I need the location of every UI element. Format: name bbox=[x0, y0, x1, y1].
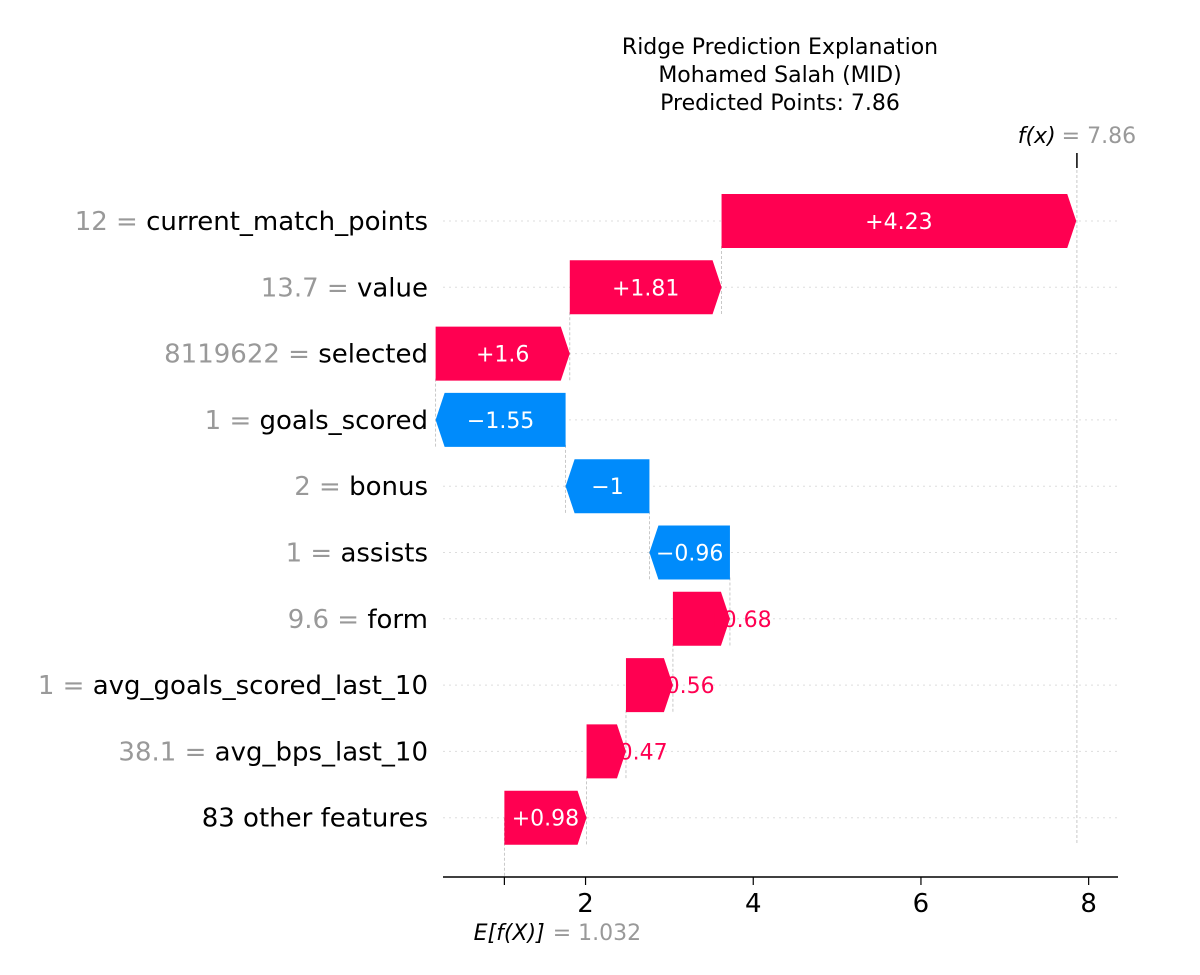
x-tick-label: 8 bbox=[1080, 889, 1097, 919]
final-value-symbol: f(x) bbox=[1018, 124, 1056, 149]
feature-name: current_match_points bbox=[146, 207, 428, 237]
feature-name: selected bbox=[318, 340, 428, 370]
title-line-3: Predicted Points: 7.86 bbox=[660, 91, 900, 116]
feature-value: 38.1 bbox=[118, 737, 176, 767]
x-tick-label: 4 bbox=[745, 889, 762, 919]
bar-1 bbox=[721, 194, 1077, 248]
feature-label-2: 13.7 = value bbox=[261, 273, 428, 303]
feature-equals: = bbox=[319, 273, 357, 303]
feature-value: 1 bbox=[205, 406, 222, 436]
feature-name: form bbox=[367, 605, 428, 635]
feature-label-9: 38.1 = avg_bps_last_10 bbox=[118, 737, 428, 767]
final-value-number: = 7.86 bbox=[1062, 124, 1136, 149]
bar-9 bbox=[586, 724, 626, 779]
feature-equals: = bbox=[221, 406, 259, 436]
feature-name: goals_scored bbox=[260, 406, 428, 436]
chart-title: Ridge Prediction Explanation Mohamed Sala… bbox=[622, 35, 938, 116]
bar-label-6: −0.96 bbox=[656, 542, 723, 567]
final-value-label: f(x) = 7.86 bbox=[1018, 124, 1136, 149]
feature-name: avg_bps_last_10 bbox=[215, 737, 428, 767]
feature-label-7: 9.6 = form bbox=[288, 605, 428, 635]
bar-label-8: +0.56 bbox=[647, 674, 714, 699]
bar-label-4: −1.55 bbox=[467, 409, 534, 434]
bar-label-1: +4.23 bbox=[865, 210, 932, 235]
feature-label-4: 1 = goals_scored bbox=[205, 406, 428, 436]
feature-name: avg_goals_scored_last_10 bbox=[93, 671, 428, 701]
bar-label-3: +1.6 bbox=[476, 343, 529, 368]
feature-equals: = bbox=[54, 671, 92, 701]
bar-5 bbox=[565, 459, 650, 514]
base-value-symbol: E[f(X)] bbox=[474, 921, 545, 946]
feature-label-1: 12 = current_match_points bbox=[75, 207, 428, 237]
feature-equals: = bbox=[280, 340, 318, 370]
bar-label-9: +0.47 bbox=[600, 740, 667, 765]
bar-8 bbox=[625, 658, 673, 713]
x-axis: 2 4 6 8 bbox=[443, 876, 1118, 919]
feature-equals: = bbox=[176, 737, 214, 767]
bar-7 bbox=[672, 591, 730, 646]
guide-lines bbox=[435, 170, 1118, 877]
feature-label-3: 8119622 = selected bbox=[164, 340, 428, 370]
bar-6 bbox=[649, 525, 730, 580]
feature-equals: = bbox=[329, 605, 367, 635]
feature-equals: = bbox=[108, 207, 146, 237]
bar-label-5: −1 bbox=[591, 475, 623, 500]
annotations: f(x) = 7.86 E[f(X)] = 1.032 bbox=[474, 124, 1136, 946]
feature-value: 9.6 bbox=[288, 605, 329, 635]
feature-value: 8119622 bbox=[164, 340, 280, 370]
feature-label-10: 83 other features bbox=[202, 804, 428, 834]
bar-3 bbox=[435, 326, 570, 381]
bar-2 bbox=[569, 260, 722, 315]
feature-label-5: 2 = bonus bbox=[294, 472, 428, 502]
feature-equals: = bbox=[302, 539, 340, 569]
feature-name: 83 other features bbox=[202, 804, 428, 834]
feature-name: assists bbox=[340, 539, 428, 569]
bars: +4.23 +1.81 +1.6 −1.55 −1 −0.96 +0.68 +0.56 +0.4… bbox=[435, 194, 1077, 845]
bar-label-7: +0.68 bbox=[704, 608, 771, 633]
feature-label-8: 1 = avg_goals_scored_last_10 bbox=[38, 671, 428, 701]
x-tick-label: 6 bbox=[913, 889, 930, 919]
feature-name: value bbox=[357, 273, 428, 303]
bar-4 bbox=[435, 392, 566, 447]
base-value-number: = 1.032 bbox=[553, 921, 641, 946]
bar-label-2: +1.81 bbox=[612, 276, 679, 301]
feature-value: 1 bbox=[38, 671, 55, 701]
feature-label-6: 1 = assists bbox=[286, 539, 428, 569]
feature-equals: = bbox=[311, 472, 349, 502]
x-tick-label: 2 bbox=[577, 889, 594, 919]
feature-value: 1 bbox=[286, 539, 303, 569]
feature-name: bonus bbox=[349, 472, 428, 502]
base-value-label: E[f(X)] = 1.032 bbox=[474, 921, 641, 946]
feature-value: 12 bbox=[75, 207, 108, 237]
title-line-1: Ridge Prediction Explanation bbox=[622, 35, 938, 60]
feature-value: 13.7 bbox=[261, 273, 319, 303]
bar-10 bbox=[504, 790, 587, 845]
feature-value: 2 bbox=[294, 472, 311, 502]
title-line-2: Mohamed Salah (MID) bbox=[658, 63, 901, 88]
bar-label-10: +0.98 bbox=[512, 807, 579, 832]
